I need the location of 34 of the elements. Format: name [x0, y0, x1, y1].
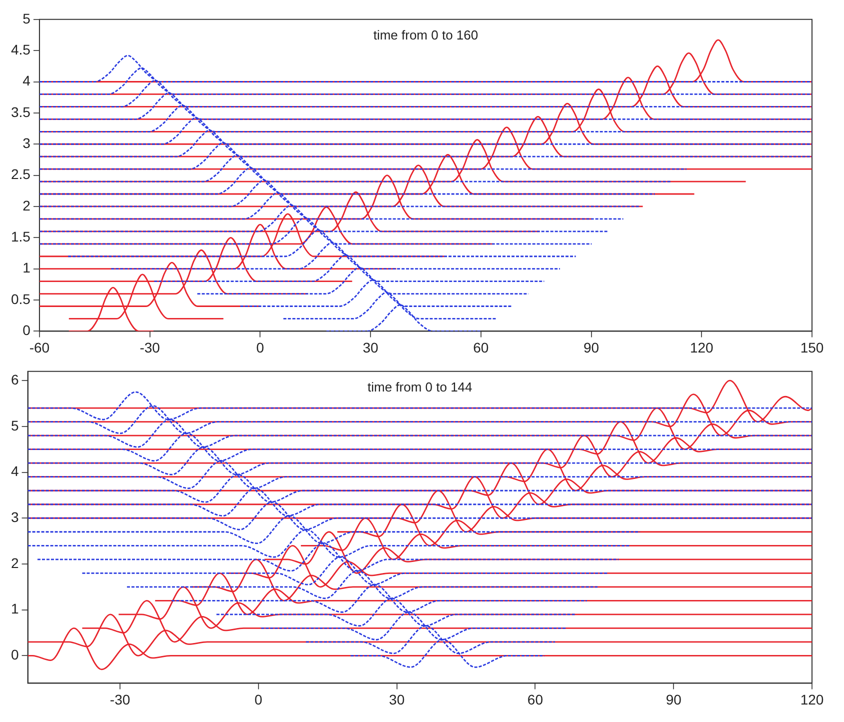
y-tick-label: 0.5 [10, 290, 31, 307]
x-tick-label: -60 [29, 339, 50, 356]
x-tick-label: 150 [800, 339, 824, 356]
x-tick-label: 30 [389, 691, 405, 708]
y-tick-label: 0 [22, 322, 31, 338]
y-tick-label: 4.5 [10, 41, 31, 58]
y-tick-label: 3.5 [10, 104, 31, 120]
x-tick-label: -30 [140, 339, 160, 356]
y-tick-label: 5 [22, 10, 31, 26]
y-tick-label: 2.5 [10, 166, 31, 182]
x-tick-label: 0 [254, 691, 263, 708]
x-tick-label: 30 [362, 339, 379, 356]
x-tick-label: 90 [583, 339, 600, 356]
y-tick-label: 5 [10, 417, 19, 434]
x-tick-label: 0 [256, 339, 264, 356]
y-tick-label: 1 [10, 600, 19, 617]
y-tick-label: 3 [22, 134, 31, 151]
x-tick-label: 120 [690, 339, 714, 356]
y-tick-label: 1 [22, 260, 31, 276]
x-tick-label: 120 [800, 691, 824, 708]
x-tick-label: 60 [527, 691, 544, 708]
y-tick-label: 4 [22, 72, 31, 89]
y-tick-label: 3 [10, 508, 19, 525]
x-tick-label: -30 [110, 691, 130, 708]
y-tick-label: 1.5 [10, 228, 31, 245]
y-tick-label: 2 [10, 554, 19, 571]
text: time from 0 to 144 [368, 379, 472, 394]
x-tick-label: 60 [473, 339, 489, 356]
y-tick-label: 0 [10, 646, 19, 663]
y-tick-label: 4 [10, 463, 19, 480]
text: time from 0 to 160 [373, 27, 478, 42]
x-tick-label: 90 [666, 691, 682, 708]
y-tick-label: 2 [22, 197, 31, 214]
y-tick-label: 6 [10, 371, 19, 388]
